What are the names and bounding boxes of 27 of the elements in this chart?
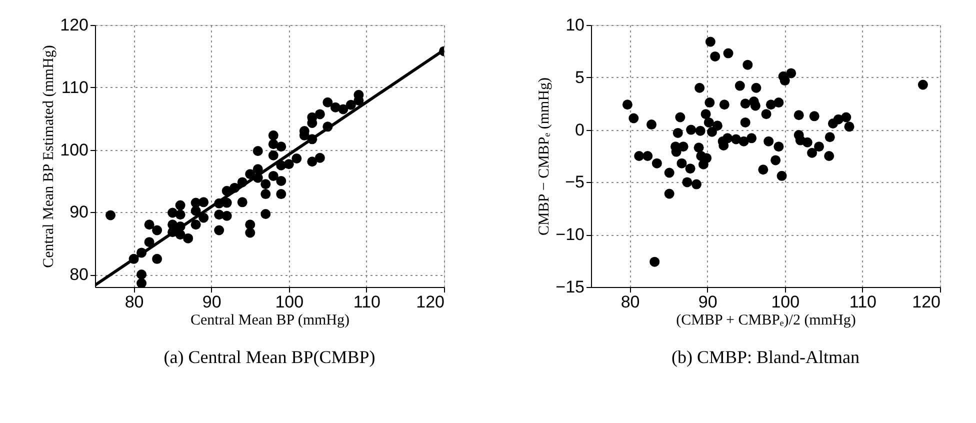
- y-tick-label: 10: [566, 16, 584, 34]
- x-tick-label: 100: [771, 292, 800, 312]
- text: (a) Central Mean BP(CMBP): [164, 347, 376, 367]
- y-tick-label: 120: [60, 16, 88, 34]
- y-tick-label: 110: [61, 78, 88, 97]
- x-tick-label: 90: [698, 292, 718, 312]
- y-tick-label: −15: [556, 278, 584, 296]
- y-tick-label: 5: [575, 68, 584, 87]
- y-axis-title: CMBP − CMBPₑ (mmHg): [536, 77, 553, 236]
- y-tick-label: 0: [575, 120, 584, 140]
- x-tick-label: 90: [202, 292, 222, 312]
- y-tick-label: −10: [556, 225, 584, 244]
- y-tick-label: 80: [70, 265, 88, 284]
- text: (b) CMBP: Bland-Altman: [672, 347, 860, 367]
- x-tick-label: 80: [620, 292, 640, 312]
- y-tick-label: 100: [60, 140, 88, 160]
- x-tick-label: 100: [275, 292, 304, 312]
- y-axis-title: Central Mean BP Estimated (mmHg): [41, 45, 58, 268]
- x-tick-label: 120: [912, 292, 940, 312]
- x-axis-title: (CMBP + CMBPₑ)/2 (mmHg): [676, 312, 856, 328]
- x-axis-title: Central Mean BP (mmHg): [190, 312, 350, 328]
- y-tick-label: −5: [565, 172, 584, 192]
- x-tick-label: 120: [416, 292, 444, 312]
- x-tick-label: 80: [124, 292, 144, 312]
- x-tick-label: 110: [849, 292, 876, 312]
- x-tick-label: 110: [353, 292, 380, 312]
- y-tick-label: 90: [70, 202, 88, 222]
